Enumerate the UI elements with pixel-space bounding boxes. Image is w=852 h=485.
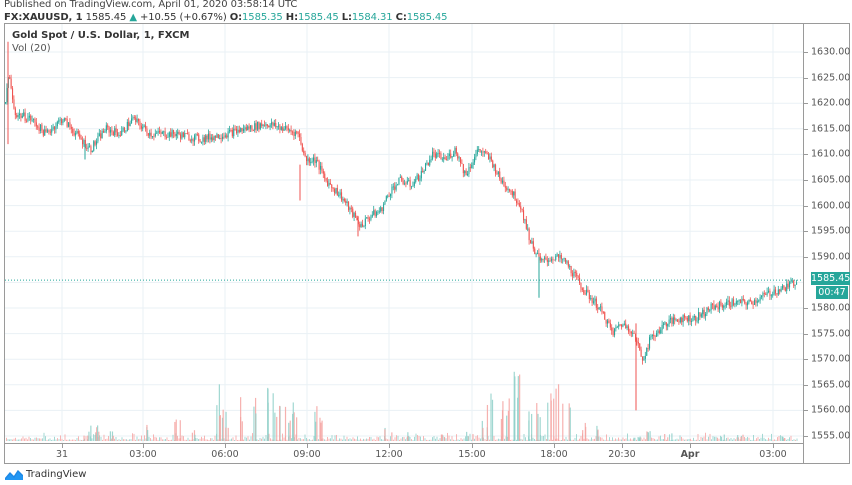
chart-legend-title: Gold Spot / U.S. Dollar, 1, FXCM: [12, 30, 190, 41]
volume-indicator-label[interactable]: Vol (20): [12, 43, 51, 54]
close-value: 1585.45: [406, 12, 448, 23]
time-tick: [307, 444, 308, 448]
time-tick: [554, 444, 555, 448]
low-value: 1584.31: [351, 12, 393, 23]
time-tick: [622, 444, 623, 448]
high-value: 1585.45: [297, 12, 339, 23]
time-axis-label: 12:00: [375, 449, 403, 460]
price-axis-label: 1630.00: [811, 46, 851, 58]
price-axis-label: 1625.00: [811, 72, 851, 84]
time-axis-label: 03:00: [759, 449, 787, 460]
price-tick: [804, 333, 808, 335]
low-label: L:: [341, 12, 352, 23]
triangle-up-icon: ▲: [129, 12, 137, 23]
current-price-tag: 1585.45: [811, 272, 851, 285]
price-tick: [804, 308, 808, 309]
price-axis-label: 1555.00: [811, 430, 851, 442]
price-axis-label: 1600.00: [811, 200, 851, 212]
price-chart-canvas[interactable]: [5, 24, 803, 443]
time-tick: [143, 444, 144, 448]
time-tick: [225, 444, 226, 448]
chart-frame: [4, 23, 850, 464]
open-label: O:: [229, 12, 243, 23]
price-tick: [804, 359, 808, 361]
price-axis-label: 1590.00: [811, 251, 851, 263]
tradingview-logo-icon: [5, 469, 23, 480]
time-tick: [472, 444, 473, 448]
time-axis-label: 15:00: [458, 449, 486, 460]
price-tick: [804, 77, 808, 79]
price-tick: [804, 180, 808, 181]
time-axis-label: Apr: [680, 449, 700, 460]
time-tick: [62, 444, 63, 448]
price-axis-label: 1620.00: [811, 97, 851, 109]
price-axis-label: 1575.00: [811, 328, 851, 340]
open-value: 1585.35: [242, 12, 283, 23]
time-tick: [690, 444, 691, 448]
symbol-name: FX:XAUUSD, 1: [4, 12, 83, 23]
price-tick: [804, 154, 808, 156]
tradingview-brand[interactable]: TradingView: [5, 469, 86, 480]
published-caption: Published on TradingView.com, April 01, …: [4, 0, 298, 10]
price-tick: [804, 384, 808, 386]
price-tick: [804, 231, 808, 233]
time-axis-label: 20:30: [608, 449, 636, 460]
price-tick: [804, 205, 808, 207]
time-axis-label: 03:00: [129, 449, 157, 460]
price-axis-label: 1610.00: [811, 148, 851, 160]
price-axis-label: 1595.00: [811, 225, 851, 237]
time-tick: [773, 444, 774, 448]
brand-name: TradingView: [26, 469, 87, 480]
time-axis-label: 06:00: [211, 449, 239, 460]
time-axis-label: 09:00: [293, 449, 321, 460]
price-tick: [804, 410, 808, 412]
price-axis-label: 1565.00: [811, 379, 851, 391]
bar-countdown-tag: 00:47: [816, 286, 848, 299]
price-axis-label: 1580.00: [811, 302, 851, 314]
close-label: C:: [395, 12, 407, 23]
price-tick: [804, 128, 808, 130]
price-axis-label: 1615.00: [811, 123, 851, 135]
price-axis-label: 1560.00: [811, 404, 851, 416]
high-label: H:: [285, 12, 298, 23]
price-tick: [804, 103, 808, 105]
time-tick: [389, 444, 390, 448]
symbol-info-line: FX:XAUUSD, 1 1585.45 ▲ +10.55 (+0.67%) O…: [4, 12, 448, 23]
time-axis-label: 31: [55, 449, 69, 460]
price-tick: [804, 52, 808, 53]
price-tick: [804, 256, 808, 258]
price-axis[interactable]: 1630.00 1625.00 1620.00 1615.00 1610.00 1605.…: [803, 24, 850, 463]
price-axis-label: 1605.00: [811, 174, 851, 186]
price-axis-label: 1570.00: [811, 353, 851, 365]
time-axis[interactable]: 31 03:00 06:00 09:00 12:00 15:00 18:00 20:30 Apr…: [5, 443, 803, 464]
price-tick: [804, 436, 808, 437]
last-price: 1585.45: [85, 12, 127, 23]
price-change: +10.55 (+0.67%): [140, 12, 227, 23]
time-axis-label: 18:00: [540, 449, 568, 460]
